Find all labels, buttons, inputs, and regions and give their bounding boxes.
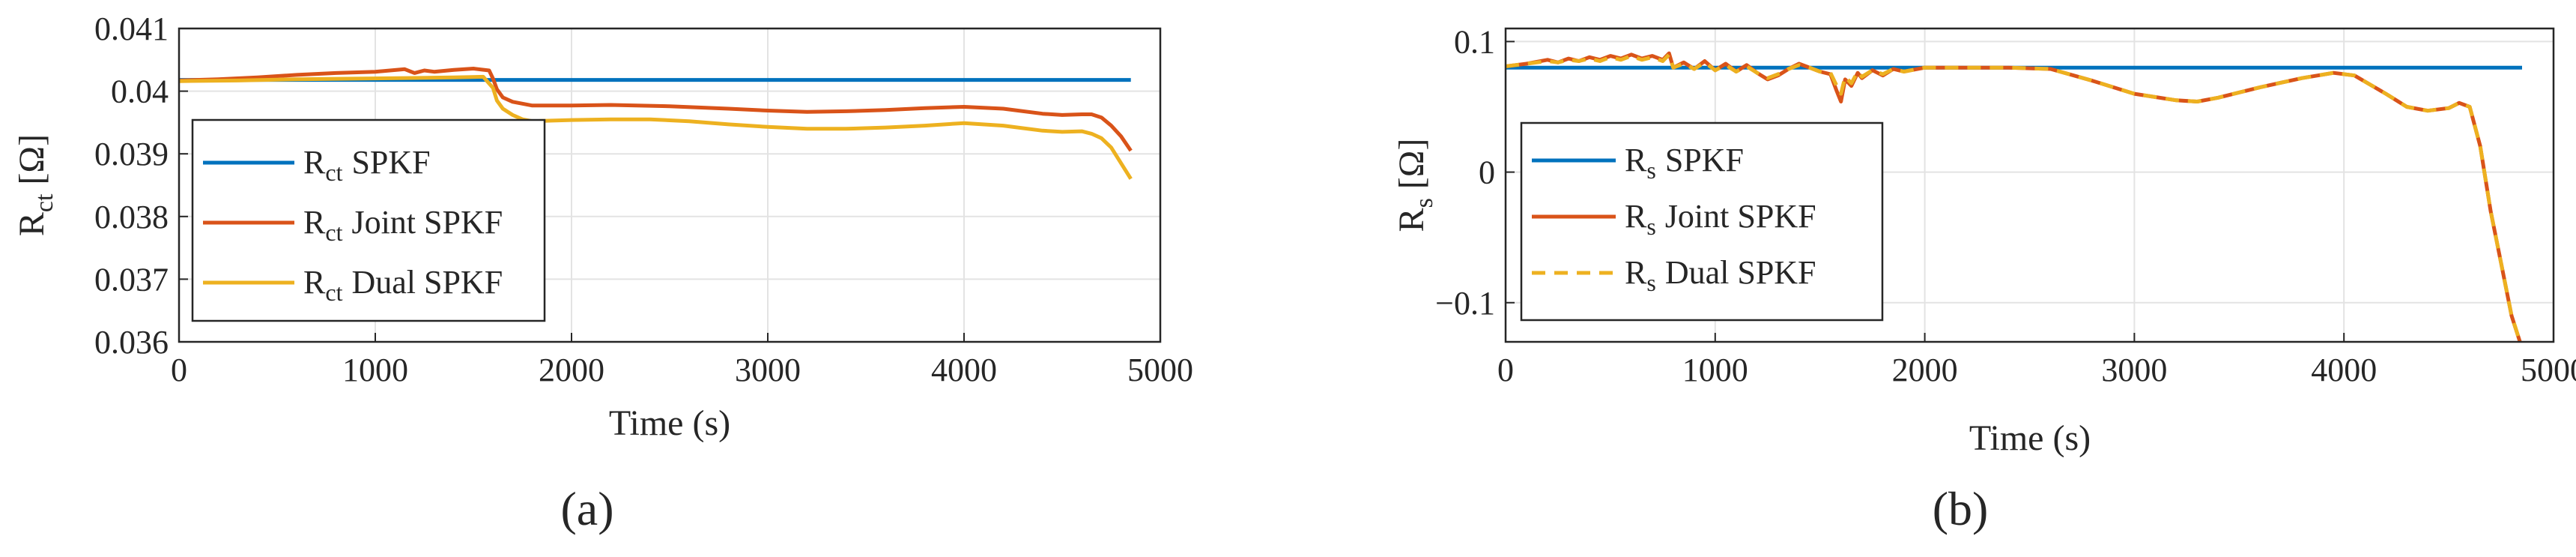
legend-box	[1520, 121, 1884, 322]
legend-main: R	[1625, 198, 1647, 235]
panel-a-axes-box	[178, 27, 1162, 343]
legend-entry-label: Rct Joint SPKF	[303, 204, 503, 246]
legend-box	[191, 118, 546, 322]
legend-main: R	[303, 264, 326, 301]
legend-sub: ct	[325, 219, 342, 246]
legend-rest: Dual SPKF	[1665, 254, 1816, 291]
legend-rest: Joint SPKF	[351, 204, 503, 241]
svg-text:Rs[Ω]: Rs [Ω]	[1392, 139, 1438, 232]
y-tick-label: 0.038	[94, 199, 169, 235]
legend-entry-label: Rct SPKF	[303, 144, 431, 186]
series-line-2	[179, 67, 1133, 152]
legend-sub: s	[1646, 269, 1655, 296]
y-tick-label: 0.039	[94, 136, 169, 172]
y-tick-label: 0	[1479, 154, 1495, 191]
legend-main: R	[303, 144, 326, 181]
panel-a-ylabel-sub: ct	[31, 193, 58, 212]
x-tick-label: 3000	[2101, 352, 2167, 388]
legend-main: R	[1625, 254, 1647, 291]
y-tick-label: 0.036	[94, 324, 169, 361]
x-tick-label: 1000	[342, 352, 408, 388]
panel-a-series	[179, 67, 1133, 180]
legend-sub: s	[1646, 213, 1655, 240]
panel-a-x-axis-label: Time (s)	[609, 403, 730, 443]
panel-a-legend: Rct SPKF Rct Joint SPKF Rct Dual SPKF	[191, 118, 546, 322]
panel-a-ylabel-unit: [Ω]	[12, 134, 52, 185]
panel-b-y-axis-label: Rs [Ω]	[1392, 139, 1438, 232]
legend-entry-label: Rs Dual SPKF	[1625, 254, 1816, 296]
x-tick-label: 4000	[2311, 352, 2377, 388]
svg-text:Rct[Ω]: Rct [Ω]	[12, 134, 58, 236]
y-tick-label: −0.1	[1435, 285, 1495, 322]
y-tick-label: 0.04	[111, 73, 169, 110]
panel-a-y-axis-label: Rct [Ω]	[12, 134, 58, 236]
panel-b-ylabel-sub: s	[1410, 198, 1438, 208]
x-tick-label: 5000	[2521, 352, 2576, 388]
series-line-3	[179, 74, 1133, 180]
panel-b-axes-box	[1504, 27, 2555, 343]
panel-b-series	[1506, 51, 2522, 342]
y-tick-label: 0.037	[94, 261, 169, 298]
x-tick-label: 0	[1497, 352, 1514, 388]
panel-a: 0 1000 2000 3000 4000 5000 0.036 0.037 0.038 0.03…	[12, 10, 1193, 535]
legend-rest: Dual SPKF	[351, 264, 503, 301]
legend-entry-label: Rct Dual SPKF	[303, 264, 503, 306]
x-tick-label: 3000	[735, 352, 801, 388]
legend-sub: ct	[325, 159, 342, 186]
y-tick-label: 0.041	[94, 10, 169, 47]
legend-rest: SPKF	[351, 144, 430, 181]
x-tick-label: 1000	[1682, 352, 1748, 388]
legend-entry-label: Rs SPKF	[1625, 142, 1744, 184]
x-tick-label: 2000	[539, 352, 604, 388]
x-tick-label: 5000	[1127, 352, 1193, 388]
legend-entry-label: Rs Joint SPKF	[1625, 198, 1816, 240]
panel-b-legend: Rs SPKF Rs Joint SPKF Rs Dual SPKF	[1520, 121, 1884, 322]
legend-main: R	[1625, 142, 1647, 178]
panel-a-ylabel-main: R	[12, 212, 52, 236]
x-tick-label: 0	[171, 352, 187, 388]
x-tick-label: 4000	[931, 352, 997, 388]
panel-b-x-axis-label: Time (s)	[1969, 418, 2091, 458]
legend-rest: SPKF	[1665, 142, 1744, 178]
legend-sub: ct	[325, 279, 342, 306]
x-tick-label: 2000	[1892, 352, 1958, 388]
panel-b-caption: (b)	[1933, 482, 1989, 535]
legend-rest: Joint SPKF	[1665, 198, 1816, 235]
series-line-3	[1506, 52, 2522, 342]
legend-main: R	[303, 204, 326, 241]
panel-b-ylabel-unit: [Ω]	[1392, 139, 1431, 190]
panel-b-ylabel-main: R	[1392, 208, 1431, 232]
panel-a-ticks: 0 1000 2000 3000 4000 5000 0.036 0.037 0.038 0.03…	[94, 10, 1193, 388]
y-tick-label: 0.1	[1454, 23, 1495, 60]
legend-sub: s	[1646, 157, 1655, 184]
panel-a-caption: (a)	[560, 482, 613, 535]
